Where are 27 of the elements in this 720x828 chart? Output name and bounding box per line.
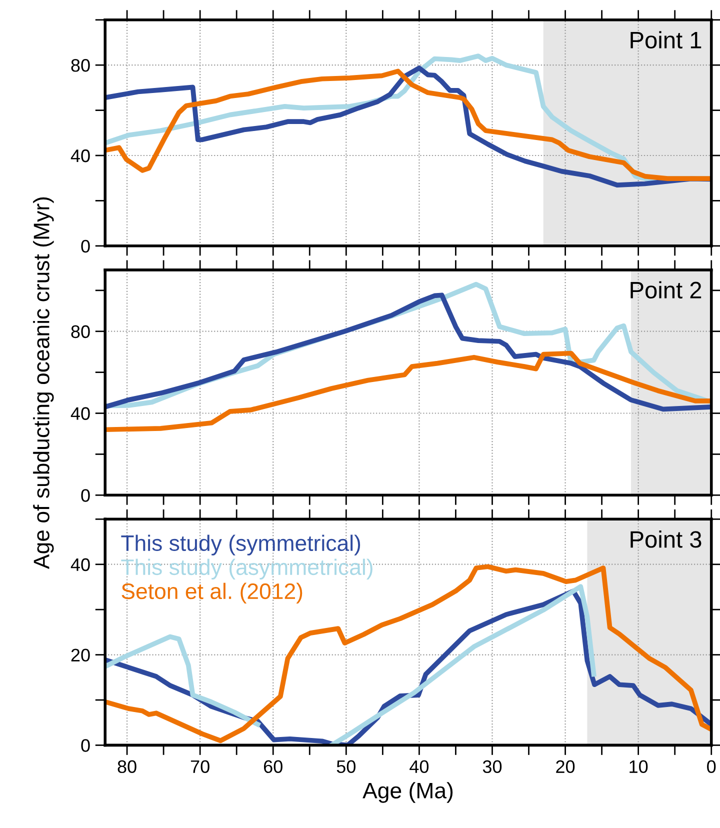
x-tick-label: 60 xyxy=(264,760,282,774)
y-tick-label: 40 xyxy=(70,407,90,420)
text: This study (symmetrical) xyxy=(121,534,360,556)
y-tick-label: 20 xyxy=(71,648,90,662)
series-label: Seton et al. (2012) xyxy=(122,582,302,604)
annotation: Point 1 xyxy=(630,31,702,49)
x-tick-label: 30 xyxy=(482,760,502,774)
x-tick-label: 80 xyxy=(118,760,136,774)
x-tick-label: 40 xyxy=(410,760,429,774)
y-tick-label: 0 xyxy=(81,240,90,253)
annotation: Point 2 xyxy=(630,281,702,299)
y-tick-label: 80 xyxy=(71,59,90,72)
text: This study (asymmetrical) xyxy=(121,558,372,580)
y-tick-label: 80 xyxy=(71,325,90,338)
x-tick-label: 50 xyxy=(336,760,356,774)
line-series xyxy=(105,350,712,432)
x-tick-label: 20 xyxy=(556,760,575,774)
y-tick-label: 0 xyxy=(81,739,90,752)
y-axis-title: Age of subducting oceanic crust (Myr) xyxy=(33,197,54,569)
y-tick-label: 40 xyxy=(70,149,90,162)
x-tick-label: 10 xyxy=(630,760,648,774)
x-tick-label: 70 xyxy=(190,760,210,774)
y-tick-label: 40 xyxy=(70,558,90,572)
y-tick-label: 0 xyxy=(81,489,90,502)
x-tick-label: 0 xyxy=(707,760,716,774)
annotation: Point 3 xyxy=(630,530,702,548)
x-axis-title: Age (Ma) xyxy=(362,782,453,803)
